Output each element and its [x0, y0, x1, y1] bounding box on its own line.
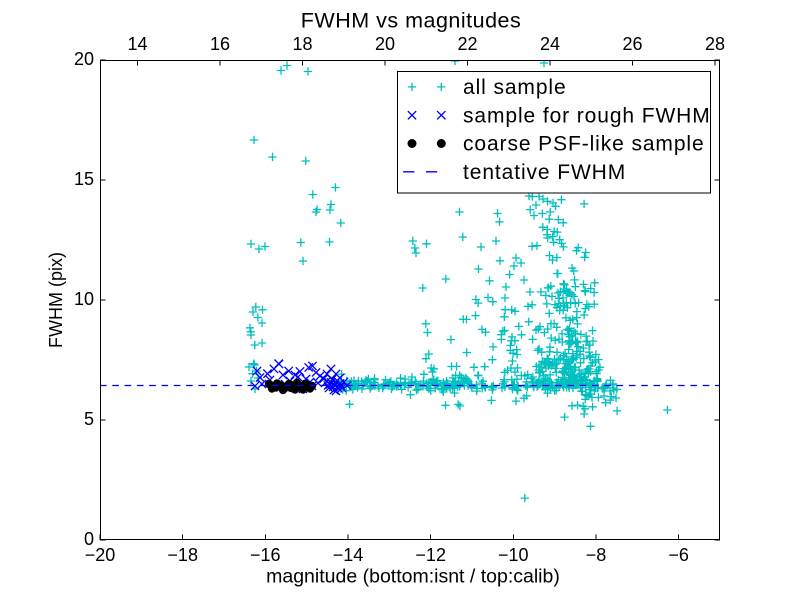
svg-text:−10: −10: [498, 545, 529, 565]
svg-text:−12: −12: [415, 545, 446, 565]
svg-text:tentative FWHM: tentative FWHM: [463, 161, 626, 184]
svg-text:FWHM vs magnitudes: FWHM vs magnitudes: [301, 9, 521, 33]
svg-text:FWHM (pix): FWHM (pix): [46, 252, 66, 348]
svg-text:10: 10: [74, 289, 94, 309]
svg-text:magnitude (bottom:isnt / top:c: magnitude (bottom:isnt / top:calib): [266, 566, 560, 588]
svg-text:coarse PSF-like sample: coarse PSF-like sample: [463, 133, 705, 156]
svg-text:18: 18: [292, 34, 312, 54]
svg-text:−16: −16: [250, 545, 281, 565]
svg-text:22: 22: [457, 34, 477, 54]
svg-text:5: 5: [84, 409, 94, 429]
svg-text:sample for rough FWHM: sample for rough FWHM: [463, 104, 711, 127]
svg-text:26: 26: [622, 34, 642, 54]
svg-text:−8: −8: [586, 545, 607, 565]
svg-text:20: 20: [74, 49, 94, 69]
svg-text:28: 28: [705, 34, 725, 54]
svg-text:−18: −18: [167, 545, 198, 565]
svg-text:−6: −6: [668, 545, 689, 565]
svg-text:−14: −14: [333, 545, 364, 565]
svg-text:24: 24: [540, 34, 560, 54]
svg-text:0: 0: [84, 529, 94, 549]
svg-text:16: 16: [210, 34, 230, 54]
svg-text:15: 15: [74, 169, 94, 189]
svg-text:14: 14: [127, 34, 147, 54]
svg-text:all sample: all sample: [463, 76, 567, 99]
svg-text:−20: −20: [85, 545, 116, 565]
svg-text:20: 20: [375, 34, 395, 54]
